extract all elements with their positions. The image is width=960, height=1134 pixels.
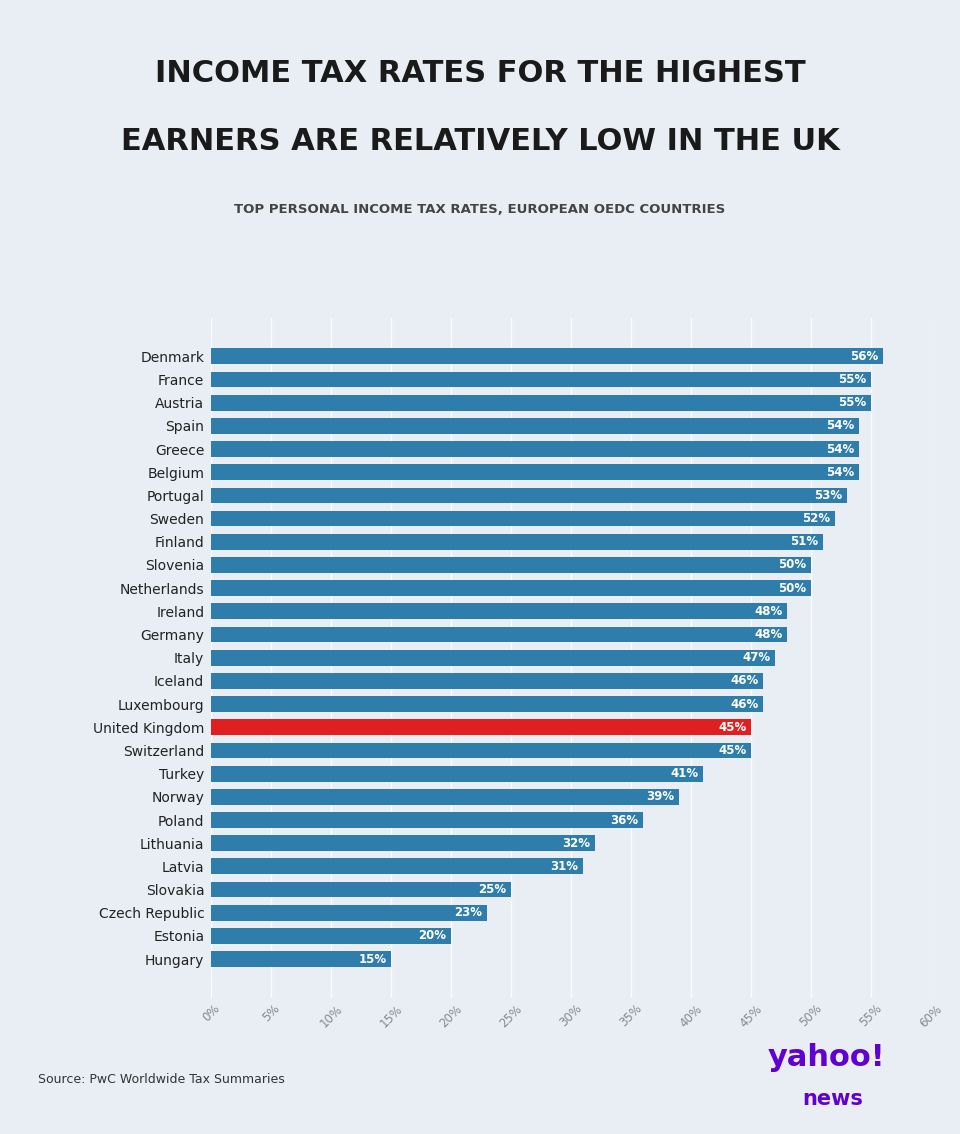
Bar <box>211 650 776 666</box>
Text: 53%: 53% <box>814 489 843 502</box>
Bar <box>211 372 872 388</box>
Text: 39%: 39% <box>646 790 675 803</box>
Bar <box>211 581 811 596</box>
Text: 54%: 54% <box>827 442 854 456</box>
Bar <box>211 743 752 759</box>
Bar <box>211 488 848 503</box>
Bar <box>211 672 763 688</box>
Bar <box>211 696 763 712</box>
Text: 50%: 50% <box>779 582 806 594</box>
Bar <box>211 418 859 434</box>
Text: 25%: 25% <box>478 883 507 896</box>
Bar <box>211 951 392 967</box>
Text: 32%: 32% <box>563 837 590 849</box>
Text: 55%: 55% <box>838 373 867 386</box>
Bar <box>211 858 584 874</box>
Text: 50%: 50% <box>779 558 806 572</box>
Bar <box>211 627 787 643</box>
Text: 48%: 48% <box>755 628 782 641</box>
Text: 45%: 45% <box>718 721 747 734</box>
Bar <box>211 928 451 943</box>
Text: 54%: 54% <box>827 466 854 479</box>
Text: 55%: 55% <box>838 396 867 409</box>
Text: 46%: 46% <box>731 675 758 687</box>
Text: 23%: 23% <box>454 906 483 920</box>
Text: yahoo!: yahoo! <box>768 1042 886 1072</box>
Bar <box>211 348 883 364</box>
Text: 20%: 20% <box>419 930 446 942</box>
Text: Source: PwC Worldwide Tax Summaries: Source: PwC Worldwide Tax Summaries <box>38 1074 285 1086</box>
Text: 15%: 15% <box>358 953 386 966</box>
Bar <box>211 905 487 921</box>
Bar <box>211 881 511 897</box>
Text: 54%: 54% <box>827 420 854 432</box>
Bar <box>211 603 787 619</box>
Bar <box>211 510 835 526</box>
Text: 46%: 46% <box>731 697 758 711</box>
Text: 45%: 45% <box>718 744 747 758</box>
Text: 31%: 31% <box>550 860 578 873</box>
Bar <box>211 789 680 805</box>
Bar <box>211 441 859 457</box>
Text: 47%: 47% <box>742 651 771 665</box>
Bar <box>211 534 824 550</box>
Text: 51%: 51% <box>790 535 818 549</box>
Text: TOP PERSONAL INCOME TAX RATES, EUROPEAN OEDC COUNTRIES: TOP PERSONAL INCOME TAX RATES, EUROPEAN … <box>234 203 726 217</box>
Bar <box>211 557 811 573</box>
Bar <box>211 464 859 480</box>
Text: 41%: 41% <box>670 767 699 780</box>
Text: news: news <box>803 1089 863 1109</box>
Text: 36%: 36% <box>611 813 638 827</box>
Text: 52%: 52% <box>803 513 830 525</box>
Bar <box>211 395 872 411</box>
Bar <box>211 765 703 781</box>
Text: INCOME TAX RATES FOR THE HIGHEST: INCOME TAX RATES FOR THE HIGHEST <box>155 59 805 88</box>
Bar <box>211 812 643 828</box>
Text: EARNERS ARE RELATIVELY LOW IN THE UK: EARNERS ARE RELATIVELY LOW IN THE UK <box>121 127 839 156</box>
Bar <box>211 836 595 852</box>
Text: 56%: 56% <box>851 349 878 363</box>
Text: 48%: 48% <box>755 604 782 618</box>
Bar <box>211 719 752 735</box>
